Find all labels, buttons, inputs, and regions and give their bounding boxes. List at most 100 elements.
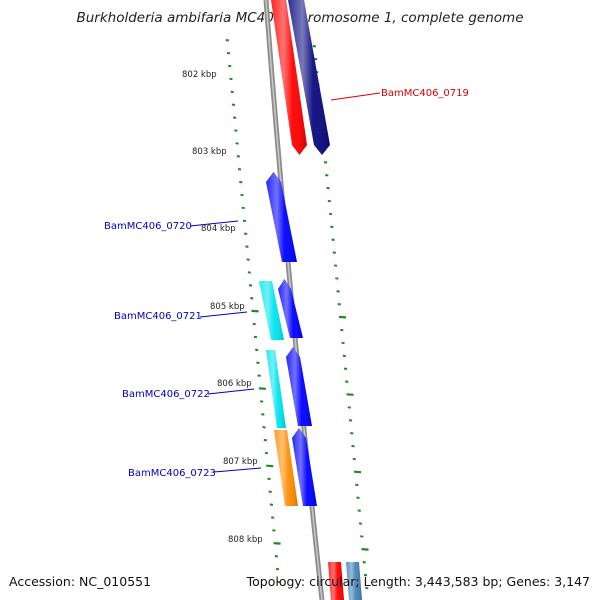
outer-tick (337, 303, 341, 306)
topology-text: Topology: circular; Length: 3,443,583 bp… (246, 574, 590, 589)
label-leaders (189, 92, 381, 473)
inner-tick (240, 193, 244, 197)
accession-text: Accession: NC_010551 (9, 574, 152, 589)
outer-tick (335, 277, 339, 280)
gene-label-0720[interactable]: BamMC406_0720 (104, 221, 192, 232)
leader-line (189, 220, 239, 227)
inner-tick (273, 542, 281, 545)
outer-tick (327, 199, 331, 203)
gene-label-0719[interactable]: BamMC406_0719 (381, 88, 469, 99)
outer-tick (353, 470, 362, 474)
scale-label-804: 804 kbp (201, 224, 236, 234)
scale-label-803: 803 kbp (192, 147, 227, 157)
inner-tick (256, 361, 260, 364)
inner-tick (267, 477, 271, 481)
outer-tick (346, 393, 354, 396)
outer-tick (347, 406, 351, 409)
outer-tick (350, 432, 354, 435)
outer-tick (363, 573, 368, 577)
inner-tick (252, 322, 256, 326)
inner-tick (255, 348, 259, 352)
inner-tick (241, 206, 245, 210)
gene-label-0722[interactable]: BamMC406_0722 (122, 389, 210, 400)
gene-feature-shading (286, 347, 312, 426)
inner-tick (259, 400, 264, 403)
inner-tick (236, 155, 240, 158)
scale-label-806: 806 kbp (217, 379, 252, 389)
gene-label-0721[interactable]: BamMC406_0721 (114, 311, 202, 322)
inner-tick (226, 51, 231, 55)
inner-tick (257, 374, 261, 377)
gene-feature-shading (328, 562, 344, 600)
inner-tick (246, 258, 250, 261)
outer-tick (326, 186, 330, 190)
gene-feature-shading (292, 428, 317, 506)
inner-tick (244, 232, 248, 235)
outer-tick (342, 354, 346, 358)
outer-tick (328, 212, 333, 216)
inner-tick (248, 284, 253, 287)
outer-tick (336, 290, 340, 293)
inner-tick (269, 503, 274, 506)
inner-tick (274, 555, 278, 558)
inner-tick (247, 271, 252, 274)
outer-tick (341, 341, 345, 345)
gene-feature-shading (346, 562, 362, 600)
outer-tick (338, 315, 347, 319)
outer-tick (325, 174, 329, 177)
outer-tick (352, 457, 356, 461)
inner-tick (231, 103, 236, 106)
outer-tick (348, 419, 353, 422)
inner-tick (258, 387, 266, 390)
gene-feature-shading (278, 279, 303, 338)
outer-tick (343, 367, 348, 370)
inner-tick (239, 180, 243, 184)
scale-label-808: 808 kbp (228, 535, 263, 545)
outer-tick (340, 328, 344, 332)
inner-tick (270, 516, 275, 519)
outer-tick (332, 251, 336, 254)
inner-tick (242, 219, 247, 223)
inner-tick (268, 490, 272, 493)
gene-feature-shading (266, 350, 286, 428)
gene-label-0723[interactable]: BamMC406_0723 (128, 468, 216, 479)
inner-tick (253, 335, 258, 339)
outer-tick (361, 548, 369, 551)
inner-tick (272, 529, 276, 532)
leader-line (330, 92, 381, 101)
gene-features (259, 0, 362, 600)
outer-tick (357, 509, 361, 512)
outer-tick (351, 444, 355, 448)
outer-tick (360, 535, 364, 538)
gene-feature-shading (259, 281, 284, 340)
outer-tick (358, 522, 363, 525)
leader-line (199, 311, 248, 318)
outer-tick (312, 45, 317, 48)
inner-tick (225, 39, 229, 42)
inner-tick (251, 309, 259, 313)
gene-feature-shading (271, 0, 307, 155)
outer-tick (333, 264, 338, 267)
gene-feature-shading (266, 172, 297, 262)
scale-label-802: 802 kbp (182, 70, 217, 80)
inner-tick (264, 451, 269, 455)
outer-tick (330, 225, 334, 229)
outer-tick (313, 57, 318, 61)
gene-feature-shading (274, 430, 298, 506)
inner-tick (263, 438, 267, 442)
inner-tick (275, 567, 280, 571)
outer-tick (331, 238, 335, 241)
inner-tick (235, 142, 239, 145)
inner-tick (232, 116, 237, 119)
outer-tick (362, 561, 366, 564)
inner-tick (229, 77, 233, 81)
leader-line (207, 388, 255, 395)
inner-tick (277, 580, 281, 584)
outer-tick (365, 586, 369, 590)
inner-tick (237, 168, 242, 171)
inner-tick (266, 464, 274, 468)
outer-tick (355, 483, 359, 487)
inner-tick (228, 64, 232, 68)
